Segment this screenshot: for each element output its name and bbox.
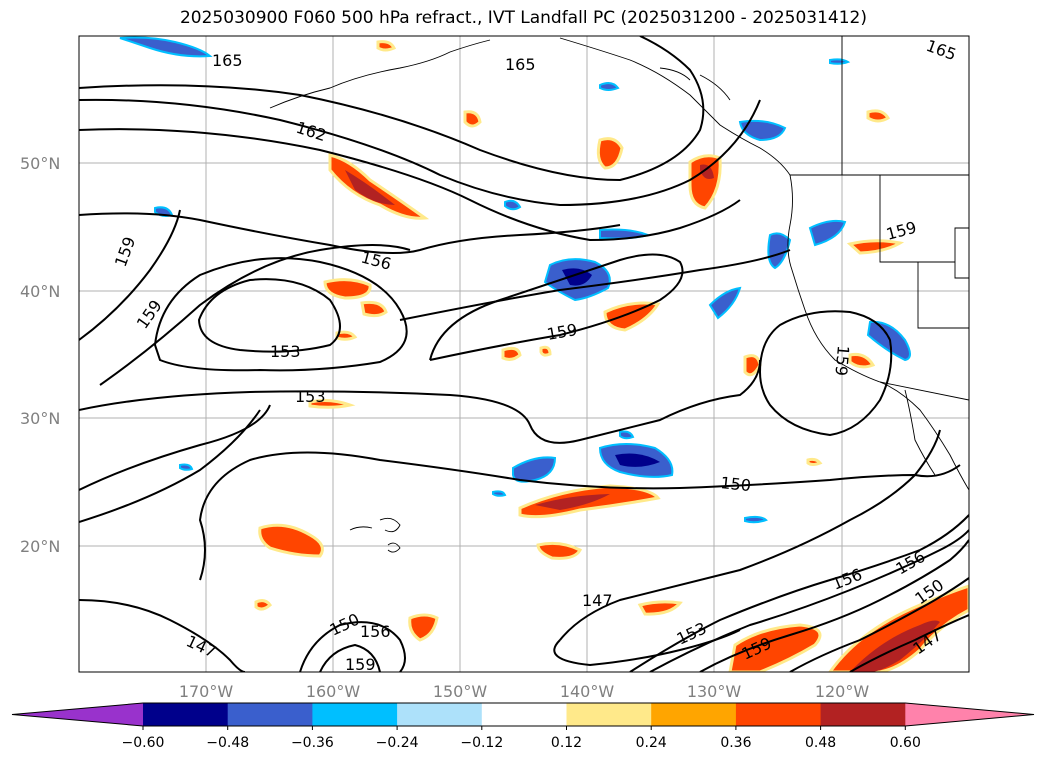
lon-label: 150°W (433, 682, 488, 701)
colorbar-label: −0.48 (206, 735, 249, 751)
colorbar-swatch (312, 703, 398, 726)
lon-label: 120°W (815, 682, 870, 701)
lon-label: 160°W (306, 682, 361, 701)
lat-label: 30°N (20, 409, 60, 428)
colorbar-label: 0.12 (551, 735, 582, 751)
colorbar-swatch (227, 703, 313, 726)
ivt-positive-anomalies (254, 40, 969, 672)
colorbar: −0.60 −0.48 −0.36 −0.24 −0.12 0.12 0.24 0.36 0.4… (11, 702, 1035, 751)
refractivity-contours (79, 36, 969, 672)
map-frame (78, 35, 970, 673)
contour-label: 159 (345, 655, 376, 674)
colorbar-swatch (143, 703, 229, 726)
contour-label: 150 (720, 473, 752, 495)
contour-label: 153 (295, 387, 326, 406)
latitude-labels: 50°N 40°N 30°N 20°N (20, 154, 60, 556)
lat-label: 40°N (20, 282, 60, 301)
lon-label: 130°W (687, 682, 742, 701)
longitude-labels: 170°W 160°W 150°W 140°W 130°W 120°W (179, 682, 870, 701)
colorbar-label: −0.24 (376, 735, 419, 751)
map-title: 2025030900 F060 500 hPa refract., IVT La… (179, 8, 867, 28)
colorbar-swatch (651, 703, 737, 726)
colorbar-label: −0.60 (122, 735, 165, 751)
contour-label: 153 (270, 342, 301, 361)
colorbar-extend-low (12, 703, 143, 726)
lat-label: 20°N (20, 537, 60, 556)
colorbar-extend-high (905, 703, 1034, 726)
colorbar-swatch (481, 703, 567, 726)
lon-label: 170°W (179, 682, 234, 701)
colorbar-label: −0.36 (291, 735, 334, 751)
colorbar-swatch (397, 703, 483, 726)
colorbar-swatch (735, 703, 822, 726)
lat-label: 50°N (20, 154, 60, 173)
coastlines (269, 36, 969, 553)
colorbar-swatch (820, 703, 906, 726)
colorbar-label: 0.60 (890, 735, 921, 751)
contour-label: 159 (831, 345, 853, 377)
colorbar-swatch (566, 703, 652, 726)
contour-label: 165 (212, 51, 243, 70)
colorbar-label: 0.24 (636, 735, 667, 751)
colorbar-label: −0.12 (460, 735, 503, 751)
lon-label: 140°W (560, 682, 615, 701)
colorbar-label: 0.36 (720, 735, 751, 751)
contour-label: 156 (360, 622, 391, 641)
contour-label: 147 (582, 591, 613, 610)
contour-label: 165 (505, 55, 536, 74)
map-area (79, 36, 969, 672)
colorbar-label: 0.48 (805, 735, 836, 751)
